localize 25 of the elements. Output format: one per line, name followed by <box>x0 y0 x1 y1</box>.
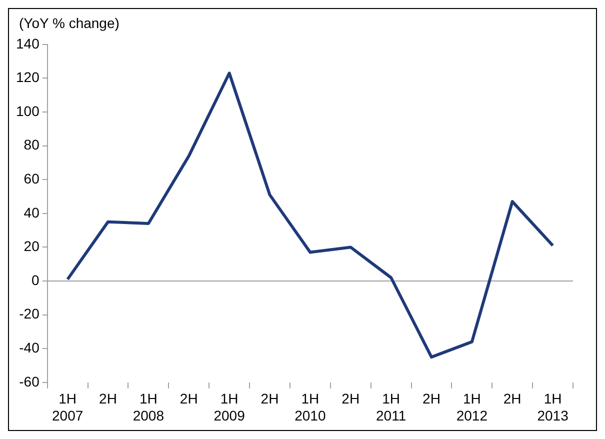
y-tick-label: 140 <box>16 35 40 52</box>
x-tick-label: 1H 2013 <box>537 390 569 424</box>
y-tick-label: 20 <box>24 238 40 254</box>
x-tick-label: 2H <box>180 390 198 407</box>
x-tick-label: 1H 2011 <box>376 390 406 424</box>
x-tick-label: 2H <box>342 390 360 407</box>
y-axis-title: (YoY % change) <box>19 15 120 31</box>
x-tick-label: 1H 2007 <box>52 390 84 424</box>
y-tick-label: 60 <box>24 170 40 186</box>
y-tick-label: 80 <box>24 136 40 153</box>
x-tick-label: 1H 2012 <box>456 390 488 424</box>
x-tick-label: 2H <box>503 390 522 407</box>
x-tick-label: 1H 2009 <box>214 390 246 424</box>
x-tick-label: 2H <box>99 390 117 407</box>
y-tick-label: 0 <box>32 272 40 288</box>
x-tick-label: 1H 2008 <box>132 390 164 424</box>
x-tick-label: 2H <box>260 390 279 407</box>
y-tick-label: -40 <box>19 339 40 356</box>
y-tick-label: 40 <box>24 204 40 220</box>
y-tick-label: 120 <box>16 69 40 86</box>
y-tick-label: -60 <box>19 373 40 390</box>
y-tick-label: -20 <box>19 306 40 322</box>
x-tick-label: 1H 2010 <box>294 390 326 424</box>
y-tick-label: 100 <box>16 102 40 119</box>
x-tick-label: 2H <box>422 390 440 407</box>
